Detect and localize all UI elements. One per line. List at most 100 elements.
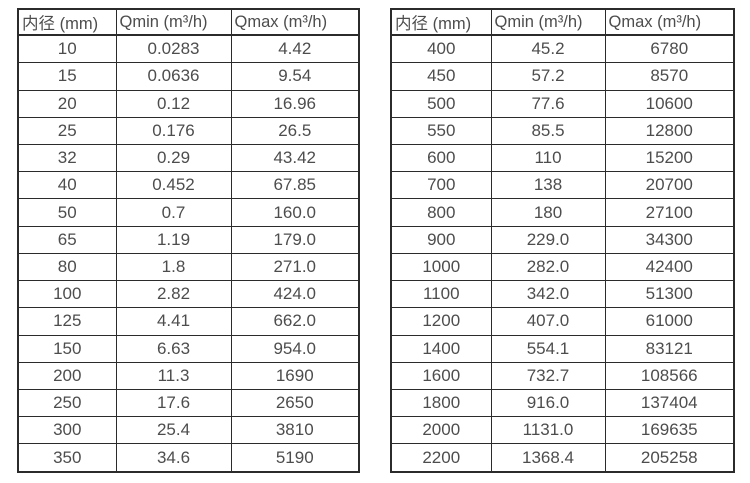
qmin-cell: 11.3 [115, 361, 232, 391]
table-row: 500 77.6 10600 [390, 89, 735, 118]
qmin-cell: 0.0636 [115, 62, 232, 91]
diameter-cell: 700 [390, 171, 492, 200]
qmax-cell: 1690 [230, 361, 360, 391]
diameter-cell: 100 [17, 280, 117, 309]
table-row: 32 0.29 43.42 [17, 144, 360, 173]
table-row: 2000 1131.0 169635 [390, 416, 735, 445]
table-row: 125 4.41 662.0 [17, 307, 360, 336]
qmax-cell: 662.0 [230, 307, 360, 336]
diameter-cell: 350 [17, 443, 117, 473]
qmin-cell: 1131.0 [490, 416, 606, 445]
table-row: 1100 342.0 51300 [390, 280, 735, 309]
qmin-cell: 85.5 [490, 116, 606, 146]
qmax-cell: 67.85 [230, 171, 360, 200]
qmax-cell: 26.5 [230, 116, 360, 146]
qmax-cell: 271.0 [230, 252, 360, 282]
diameter-cell: 1400 [390, 334, 492, 363]
diameter-cell: 150 [17, 334, 117, 363]
table-row: 10 0.0283 4.42 [17, 34, 360, 64]
diameter-cell: 80 [17, 252, 117, 282]
diameter-cell: 20 [17, 89, 117, 118]
table-row: 1800 916.0 137404 [390, 388, 735, 418]
diameter-cell: 900 [390, 225, 492, 254]
diameter-header: 内径 (mm) [390, 8, 492, 36]
diameter-cell: 1100 [390, 280, 492, 309]
table-row: 1200 407.0 61000 [390, 307, 735, 336]
qmax-cell: 51300 [604, 280, 735, 309]
diameter-cell: 40 [17, 171, 117, 200]
table-row: 80 1.8 271.0 [17, 252, 360, 282]
qmax-cell: 4.42 [230, 34, 360, 64]
qmax-cell: 2650 [230, 388, 360, 418]
table-row: 15 0.0636 9.54 [17, 62, 360, 91]
qmin-cell: 554.1 [490, 334, 606, 363]
diameter-cell: 125 [17, 307, 117, 336]
qmax-cell: 15200 [604, 144, 735, 173]
qmax-cell: 8570 [604, 62, 735, 91]
table-row: 450 57.2 8570 [390, 62, 735, 91]
table-row: 50 0.7 160.0 [17, 198, 360, 227]
diameter-cell: 10 [17, 34, 117, 64]
qmax-cell: 108566 [604, 361, 735, 391]
flow-spec-table-large-diameters: 内径 (mm) Qmin (m³/h) Qmax (m³/h) 400 45.2 678… [390, 8, 735, 473]
qmin-cell: 4.41 [115, 307, 232, 336]
qmax-cell: 42400 [604, 252, 735, 282]
qmin-cell: 57.2 [490, 62, 606, 91]
qmax-cell: 61000 [604, 307, 735, 336]
table-row: 250 17.6 2650 [17, 388, 360, 418]
table-row: 40 0.452 67.85 [17, 171, 360, 200]
table-row: 65 1.19 179.0 [17, 225, 360, 254]
diameter-cell: 1600 [390, 361, 492, 391]
qmax-cell: 16.96 [230, 89, 360, 118]
table-row: 1600 732.7 108566 [390, 361, 735, 391]
qmax-header: Qmax (m³/h) [230, 8, 360, 36]
table-row: 150 6.63 954.0 [17, 334, 360, 363]
qmin-cell: 0.7 [115, 198, 232, 227]
qmin-cell: 77.6 [490, 89, 606, 118]
diameter-cell: 50 [17, 198, 117, 227]
header-row: 内径 (mm) Qmin (m³/h) Qmax (m³/h) [17, 8, 360, 36]
table-row: 25 0.176 26.5 [17, 116, 360, 146]
diameter-cell: 800 [390, 198, 492, 227]
qmin-cell: 1.19 [115, 225, 232, 254]
diameter-cell: 250 [17, 388, 117, 418]
qmin-cell: 110 [490, 144, 606, 173]
qmax-cell: 20700 [604, 171, 735, 200]
qmax-cell: 169635 [604, 416, 735, 445]
qmin-cell: 282.0 [490, 252, 606, 282]
diameter-cell: 400 [390, 34, 492, 64]
qmax-cell: 10600 [604, 89, 735, 118]
qmin-cell: 407.0 [490, 307, 606, 336]
qmin-cell: 1368.4 [490, 443, 606, 473]
qmin-cell: 45.2 [490, 34, 606, 64]
qmax-cell: 34300 [604, 225, 735, 254]
diameter-cell: 15 [17, 62, 117, 91]
qmax-cell: 160.0 [230, 198, 360, 227]
diameter-cell: 200 [17, 361, 117, 391]
qmax-header: Qmax (m³/h) [604, 8, 735, 36]
table-row: 800 180 27100 [390, 198, 735, 227]
qmin-cell: 0.12 [115, 89, 232, 118]
qmin-cell: 17.6 [115, 388, 232, 418]
diameter-cell: 32 [17, 144, 117, 173]
qmin-cell: 180 [490, 198, 606, 227]
diameter-cell: 300 [17, 416, 117, 445]
table-row: 1400 554.1 83121 [390, 334, 735, 363]
diameter-cell: 2000 [390, 416, 492, 445]
qmax-cell: 6780 [604, 34, 735, 64]
qmax-cell: 179.0 [230, 225, 360, 254]
qmin-cell: 6.63 [115, 334, 232, 363]
qmin-cell: 342.0 [490, 280, 606, 309]
diameter-cell: 65 [17, 225, 117, 254]
flow-spec-table-small-diameters: 内径 (mm) Qmin (m³/h) Qmax (m³/h) 10 0.0283 4.… [17, 8, 360, 473]
qmin-cell: 0.176 [115, 116, 232, 146]
qmin-header: Qmin (m³/h) [490, 8, 606, 36]
qmax-cell: 3810 [230, 416, 360, 445]
qmin-cell: 916.0 [490, 388, 606, 418]
qmin-cell: 0.452 [115, 171, 232, 200]
qmin-cell: 1.8 [115, 252, 232, 282]
table-row: 700 138 20700 [390, 171, 735, 200]
qmin-header: Qmin (m³/h) [115, 8, 232, 36]
qmin-cell: 138 [490, 171, 606, 200]
qmax-cell: 424.0 [230, 280, 360, 309]
